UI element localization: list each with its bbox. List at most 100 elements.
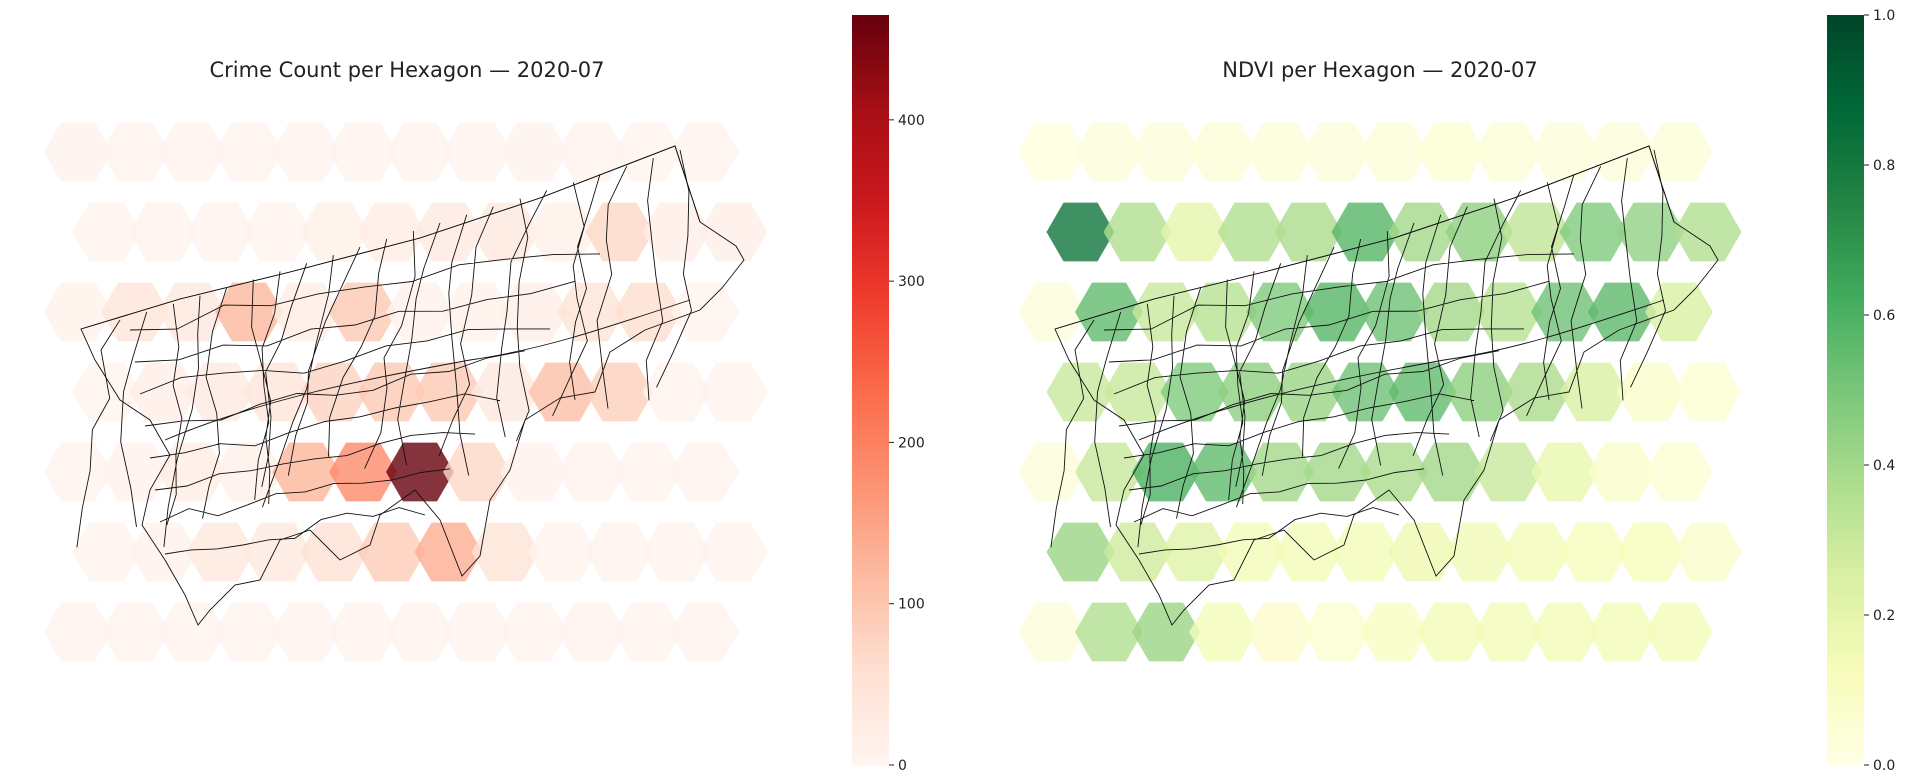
hexagon-r1-c1 <box>129 202 198 262</box>
neighbourhood-boundaries <box>76 145 745 626</box>
major-road-line <box>164 299 691 441</box>
hexagon-r2-c11 <box>671 282 739 342</box>
hexagon-r0-c3 <box>1189 122 1257 182</box>
hexagon-r1-c2 <box>186 202 255 262</box>
hexagon-r6-c5 <box>1303 602 1371 662</box>
colorbar-tick-label: 1.0 <box>1873 8 1895 24</box>
hexagon-r6-c7 <box>443 602 511 662</box>
hexagon-r0-c10 <box>614 122 682 182</box>
colorbar: 0 100 200 300 400 <box>852 15 925 774</box>
hexagon-r5-c6 <box>1388 522 1457 582</box>
crime-map-title: Crime Count per Hexagon — 2020-07 <box>209 58 605 82</box>
hexagon-r1-c5 <box>1331 202 1400 262</box>
hexagon-r0-c1 <box>101 122 169 182</box>
hexagon-r0-c10 <box>1588 122 1656 182</box>
hexagon-r5-c7 <box>471 522 540 582</box>
hexagon-r6-c11 <box>1645 602 1713 662</box>
hexagon-r6-c2 <box>1132 602 1200 662</box>
hexagon-r1-c9 <box>585 202 654 262</box>
colorbar: 0.0 0.2 0.4 0.6 0.8 1.0 <box>1827 8 1895 774</box>
hexagon-r6-c7 <box>1417 602 1485 662</box>
hexagon-r1-c10 <box>1616 202 1685 262</box>
hexagon-r2-c1 <box>1075 282 1143 342</box>
hexagon-r1-c0 <box>1046 202 1115 262</box>
hexagon-grid <box>44 122 768 662</box>
hexagon-r0-c0 <box>1018 122 1086 182</box>
hexagon-r3-c10 <box>642 362 711 422</box>
hexagon-r3-c7 <box>471 362 540 422</box>
hexagon-r4-c8 <box>1474 442 1542 502</box>
hexagon-r6-c9 <box>1531 602 1599 662</box>
hexagon-r1-c0 <box>72 202 141 262</box>
hexagon-r0-c4 <box>1246 122 1314 182</box>
neighbourhood-boundaries <box>1050 145 1719 626</box>
colorbar-tick-label: 0.2 <box>1873 608 1895 624</box>
hexagon-r6-c4 <box>1246 602 1314 662</box>
hexagon-r4-c10 <box>1588 442 1656 502</box>
hexagon-r3-c2 <box>186 362 255 422</box>
hexagon-r6-c2 <box>158 602 226 662</box>
hexagon-r2-c11 <box>1645 282 1713 342</box>
hexagon-r5-c10 <box>642 522 711 582</box>
hexagon-r5-c0 <box>72 522 141 582</box>
colorbar-tick-label: 0.6 <box>1873 308 1895 324</box>
hexagon-r6-c11 <box>671 602 739 662</box>
hexagon-r0-c6 <box>386 122 454 182</box>
hexagon-r3-c0 <box>1046 362 1115 422</box>
hexagon-r2-c6 <box>386 282 454 342</box>
hexagon-r5-c7 <box>1445 522 1514 582</box>
hexagon-r3-c11 <box>1673 362 1742 422</box>
hexagon-r5-c8 <box>1502 522 1571 582</box>
neighbourhood-lines <box>76 149 692 555</box>
colorbar-tick-label: 300 <box>898 274 925 290</box>
hexagon-r0-c0 <box>44 122 112 182</box>
hexagon-r0-c11 <box>671 122 739 182</box>
city-outline <box>80 145 745 626</box>
hexagon-r3-c5 <box>1331 362 1400 422</box>
city-north-boundary <box>1054 145 1675 330</box>
hexagon-grid <box>1018 122 1742 662</box>
hexagon-r4-c11 <box>671 442 739 502</box>
hexagon-r5-c9 <box>1559 522 1628 582</box>
hexagon-r5-c11 <box>699 522 768 582</box>
colorbar-tick-label: 0.0 <box>1873 758 1895 774</box>
hexagon-r3-c9 <box>585 362 654 422</box>
hexagon-r0-c4 <box>272 122 340 182</box>
hexagon-r6-c1 <box>101 602 169 662</box>
hexagon-r5-c11 <box>1673 522 1742 582</box>
hexagon-r0-c9 <box>557 122 625 182</box>
crime-map-svg: 0 100 200 300 400 <box>44 15 925 774</box>
hexagon-r0-c8 <box>1474 122 1542 182</box>
hexagon-r6-c6 <box>1360 602 1428 662</box>
hexagon-r6-c9 <box>557 602 625 662</box>
colorbar-tick-label: 400 <box>898 113 925 129</box>
hexagon-r6-c3 <box>1189 602 1257 662</box>
neighbourhood-lines <box>1050 149 1666 555</box>
city-north-boundary <box>80 145 701 330</box>
hexagon-r5-c3 <box>1217 522 1286 582</box>
hexagon-r5-c1 <box>129 522 198 582</box>
hexagon-r6-c4 <box>272 602 340 662</box>
hexagon-r4-c0 <box>44 442 112 502</box>
hexagon-r1-c11 <box>699 202 768 262</box>
hexagon-r4-c8 <box>500 442 568 502</box>
hexagon-r3-c5 <box>357 362 426 422</box>
hexagon-r5-c10 <box>1616 522 1685 582</box>
hexagon-r5-c6 <box>414 522 483 582</box>
hexagon-r3-c11 <box>699 362 768 422</box>
hexagon-r0-c6 <box>1360 122 1428 182</box>
hexagon-r2-c10 <box>1588 282 1656 342</box>
hexagon-r3-c0 <box>72 362 141 422</box>
hexagon-r3-c2 <box>1160 362 1229 422</box>
hexagon-r5-c5 <box>357 522 426 582</box>
hexagon-r6-c8 <box>500 602 568 662</box>
hexagon-r0-c11 <box>1645 122 1713 182</box>
colorbar-tick-label: 0.8 <box>1873 158 1895 174</box>
hexagon-r1-c1 <box>1103 202 1172 262</box>
hexagon-r6-c5 <box>329 602 397 662</box>
hexagon-r0-c1 <box>1075 122 1143 182</box>
hexagon-r1-c3 <box>1217 202 1286 262</box>
crime-map-panel: Crime Count per Hexagon — 2020-07 0 100 20… <box>44 15 925 774</box>
hexagon-r2-c1 <box>101 282 169 342</box>
hexagon-r0-c2 <box>1132 122 1200 182</box>
